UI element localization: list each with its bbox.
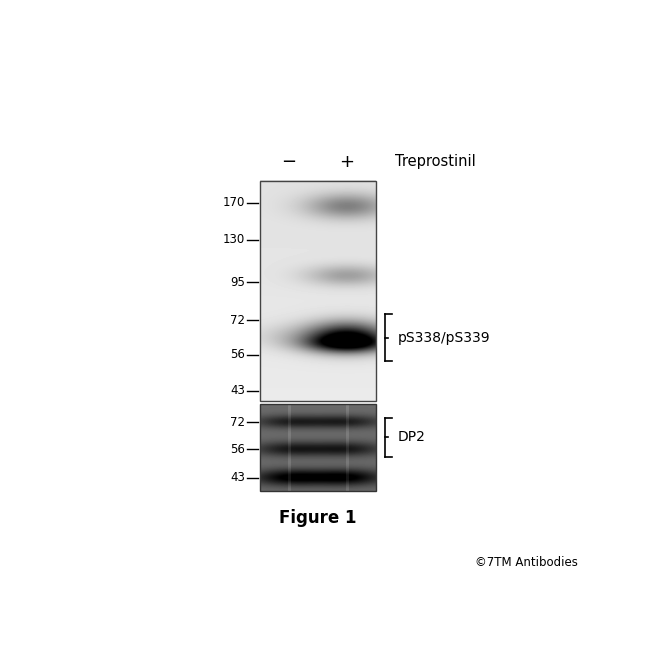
Text: 95: 95 [230,276,245,289]
Text: 130: 130 [223,233,245,246]
Text: −: − [281,153,296,170]
Text: 43: 43 [230,384,245,397]
Text: DP2: DP2 [398,430,426,445]
Text: 170: 170 [222,196,245,209]
Text: 56: 56 [230,348,245,361]
Text: 72: 72 [230,416,245,429]
Text: 43: 43 [230,471,245,484]
Bar [260,181,376,401]
Text: +: + [339,153,354,170]
Text: 72: 72 [230,314,245,327]
Text: Treprostinil: Treprostinil [395,154,476,169]
Text: pS338/pS339: pS338/pS339 [398,331,490,345]
Text: 56: 56 [230,443,245,456]
Text: ©7TM Antibodies: ©7TM Antibodies [474,556,577,569]
Bar [260,404,376,491]
Text: Figure 1: Figure 1 [280,510,357,527]
